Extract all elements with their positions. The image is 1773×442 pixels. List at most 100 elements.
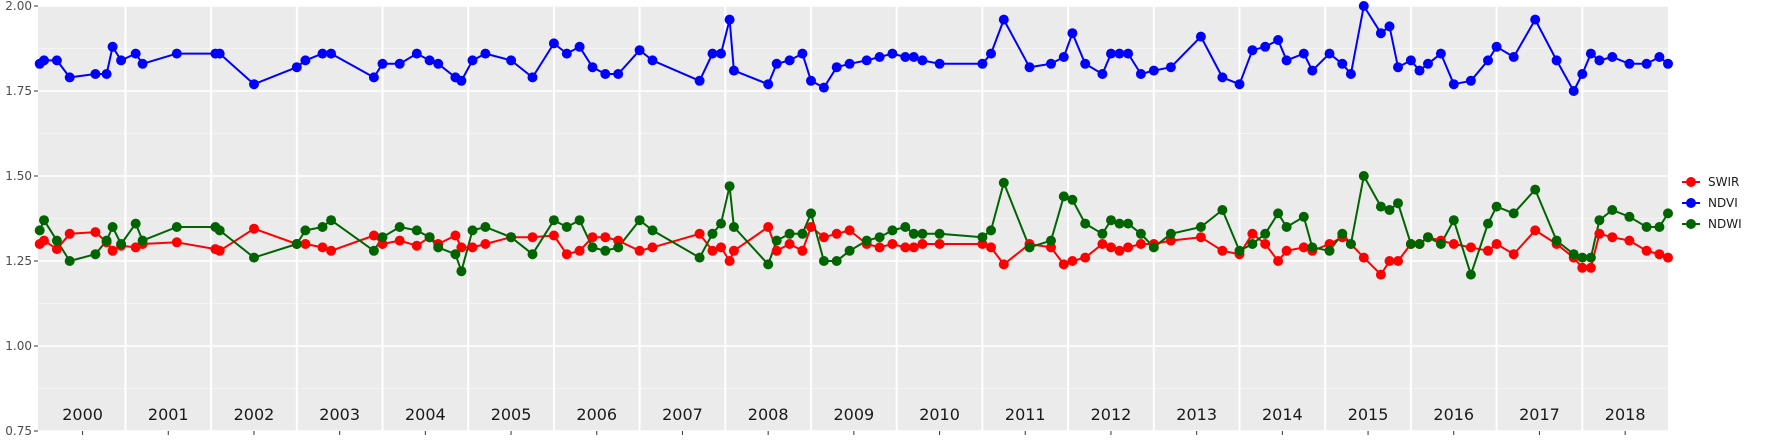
point-swir [707, 245, 718, 256]
legend-item-ndvi: NDVI [1682, 196, 1738, 210]
point-swir [107, 245, 118, 256]
point-ndvi [861, 55, 872, 66]
point-ndwi [1345, 239, 1356, 249]
point-ndwi [1324, 245, 1335, 256]
point-ndwi [107, 222, 118, 232]
point-ndvi [1345, 69, 1356, 79]
point-ndwi [887, 225, 898, 236]
point-ndwi [1247, 239, 1258, 249]
point-ndvi [1324, 48, 1335, 59]
point-ndvi [1483, 55, 1493, 66]
point-swir [561, 249, 572, 260]
point-ndvi [1307, 65, 1318, 76]
point-ndwi [986, 225, 996, 236]
point-swir [1641, 245, 1652, 256]
point-swir [527, 232, 538, 243]
point-swir [716, 242, 726, 253]
point-ndvi [548, 38, 559, 49]
point-swir [574, 245, 585, 256]
point-ndwi [1530, 184, 1541, 195]
point-ndvi [1260, 41, 1271, 52]
point-ndwi [1273, 208, 1284, 219]
point-swir [1114, 245, 1125, 256]
point-swir [1508, 249, 1519, 260]
point-ndvi [480, 48, 491, 59]
point-ndwi [1123, 218, 1134, 229]
year-label: 2005 [491, 405, 532, 424]
point-swir [1247, 228, 1258, 239]
point-ndwi [1234, 245, 1245, 256]
point-swir [844, 225, 855, 236]
point-ndwi [998, 177, 1009, 188]
point-swir [1195, 232, 1206, 243]
point-ndwi [1585, 252, 1596, 263]
point-swir [1465, 242, 1476, 253]
point-ndwi [917, 228, 928, 239]
point-ndwi [137, 235, 148, 246]
point-ndvi [724, 14, 735, 25]
point-ndvi [506, 55, 517, 66]
y-tick-label: 0.75 [5, 424, 32, 438]
point-ndwi [1281, 222, 1292, 232]
point-ndvi [130, 48, 141, 59]
point-ndvi [716, 48, 726, 59]
point-ndwi [1135, 228, 1146, 239]
point-ndwi [1551, 235, 1562, 246]
year-label: 2010 [919, 405, 960, 424]
point-ndwi [1106, 215, 1116, 226]
point-ndvi [1046, 58, 1056, 69]
point-ndvi [1298, 48, 1309, 59]
point-ndvi [1097, 69, 1108, 79]
point-ndvi [977, 58, 988, 69]
point-ndwi [467, 225, 478, 236]
point-ndwi [1435, 239, 1446, 249]
point-ndwi [1491, 201, 1502, 212]
legend-key-point [1686, 219, 1696, 229]
point-ndwi [1594, 215, 1605, 226]
point-swir [64, 228, 75, 239]
point-ndvi [137, 58, 148, 69]
point-ndvi [300, 55, 311, 66]
point-ndwi [1663, 208, 1673, 219]
point-ndwi [249, 252, 259, 263]
point-swir [1483, 245, 1493, 256]
point-ndwi [1375, 201, 1386, 212]
point-ndwi [1393, 198, 1403, 209]
series-layer [34, 1, 1673, 280]
point-ndvi [763, 79, 774, 90]
point-ndvi [326, 48, 337, 59]
point-ndwi [587, 242, 598, 253]
point-ndwi [527, 249, 538, 260]
y-tick-label: 1.75 [5, 84, 32, 98]
legend-item-swir: SWIR [1682, 175, 1739, 189]
point-ndwi [548, 215, 559, 226]
point-ndvi [214, 48, 225, 59]
year-label: 2016 [1433, 405, 1474, 424]
point-ndvi [1448, 79, 1459, 90]
point-ndvi [600, 69, 611, 79]
year-label: 2009 [833, 405, 874, 424]
y-tick-label: 2.00 [5, 0, 32, 13]
point-ndwi [1577, 252, 1588, 263]
point-ndwi [934, 228, 945, 239]
point-ndwi [450, 249, 461, 260]
point-ndvi [1414, 65, 1425, 76]
point-swir [887, 239, 898, 249]
point-ndwi [1384, 205, 1395, 215]
point-swir [90, 227, 101, 238]
point-swir [784, 239, 795, 249]
point-swir [317, 242, 328, 253]
point-ndwi [806, 208, 816, 219]
point-ndvi [1247, 45, 1258, 56]
point-ndvi [424, 55, 435, 66]
point-ndwi [64, 256, 75, 266]
point-ndvi [1165, 62, 1176, 73]
point-swir [587, 232, 598, 243]
point-swir [1358, 252, 1369, 263]
point-ndvi [1508, 52, 1519, 62]
point-ndvi [39, 55, 49, 66]
point-ndvi [1195, 31, 1206, 42]
point-ndwi [1624, 211, 1635, 222]
point-ndvi [107, 41, 118, 52]
point-ndwi [317, 222, 328, 232]
